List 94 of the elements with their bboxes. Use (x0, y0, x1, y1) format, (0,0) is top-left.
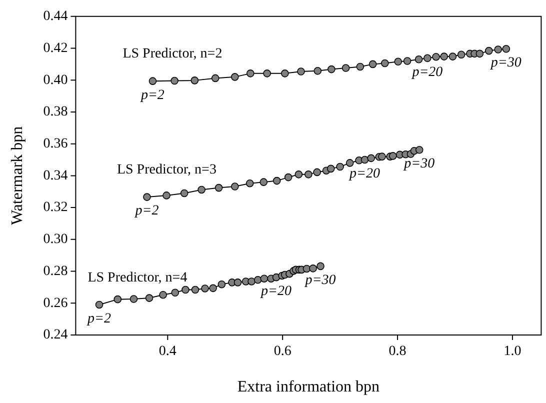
point (254, 276, 262, 284)
point (246, 179, 254, 188)
annotation: p=30 (490, 56, 522, 71)
y-tick-label: 0.32 (43, 200, 68, 216)
point (260, 178, 268, 186)
point (145, 294, 154, 302)
point (356, 62, 364, 71)
y-axis-title: Watermark bpn (8, 126, 26, 226)
annotation: p=20 (411, 64, 443, 80)
point (380, 59, 389, 68)
x-tick-label: 0.4 (158, 344, 176, 360)
point (314, 66, 322, 75)
annotation: p=30 (403, 156, 435, 172)
x-tick-label: 0.6 (274, 344, 292, 360)
point (272, 176, 281, 185)
annotation: p=20 (260, 284, 292, 300)
point (284, 173, 292, 182)
point (457, 50, 466, 59)
x-tick-label: 0.8 (388, 344, 406, 360)
series-label: LS Predictor, n=4 (88, 270, 188, 286)
y-tick-label: 0.30 (43, 232, 68, 248)
point (159, 290, 167, 299)
point (95, 300, 104, 309)
series-label: LS Predictor, n=2 (122, 46, 222, 62)
point (309, 264, 317, 272)
point (218, 280, 226, 288)
point (162, 192, 170, 200)
series-label: LS Predictor, n=3 (116, 162, 216, 178)
point (130, 295, 138, 303)
point (326, 164, 335, 173)
point (432, 52, 440, 61)
point (230, 182, 239, 190)
point (182, 286, 190, 294)
y-tick-label: 0.42 (43, 40, 68, 56)
point (328, 65, 336, 74)
point (394, 58, 402, 66)
point (403, 57, 412, 65)
y-tick-label: 0.24 (43, 328, 68, 343)
point (367, 154, 375, 162)
point (502, 44, 510, 53)
point (494, 46, 502, 54)
annotation: p=2 (134, 204, 159, 219)
point (211, 74, 220, 82)
point (313, 168, 321, 176)
point (230, 73, 239, 81)
y-tick-label: 0.44 (43, 9, 68, 24)
point (389, 152, 397, 160)
y-tick-label: 0.26 (43, 296, 68, 311)
point (424, 54, 432, 62)
point (201, 284, 209, 292)
point (346, 159, 354, 167)
point (209, 284, 217, 292)
point (304, 170, 312, 178)
point (414, 56, 423, 64)
y-tick-label: 0.34 (43, 168, 68, 184)
y-tick-label: 0.28 (43, 264, 68, 279)
point (342, 64, 350, 72)
point (485, 46, 493, 55)
point (143, 193, 151, 201)
x-axis-title: Extra information bpn (237, 378, 380, 396)
point (280, 70, 289, 78)
point (336, 162, 344, 171)
point (171, 288, 180, 297)
point (378, 152, 386, 160)
point (198, 186, 206, 194)
point (180, 189, 188, 198)
point (415, 146, 424, 154)
point (190, 76, 199, 84)
point (297, 68, 305, 76)
point (246, 70, 254, 78)
point (316, 262, 324, 270)
point (476, 50, 484, 58)
point (191, 286, 200, 294)
point (448, 52, 457, 60)
point (263, 70, 271, 78)
point (214, 184, 223, 192)
point (360, 156, 369, 164)
annotation: p=20 (348, 166, 380, 182)
point (248, 278, 256, 286)
point (148, 77, 157, 85)
y-tick-label: 0.38 (43, 104, 68, 120)
annotation: p=30 (304, 272, 336, 288)
point (234, 278, 242, 286)
point (368, 60, 377, 68)
point (114, 295, 122, 304)
point (294, 170, 303, 178)
annotation: p=2 (86, 311, 111, 326)
y-tick-label: 0.36 (43, 136, 68, 152)
point (440, 52, 448, 60)
y-tick-label: 0.40 (43, 72, 68, 88)
annotation: p=2 (140, 88, 164, 103)
point (170, 76, 178, 85)
x-tick-label: 1.0 (504, 344, 522, 360)
point (260, 274, 268, 283)
